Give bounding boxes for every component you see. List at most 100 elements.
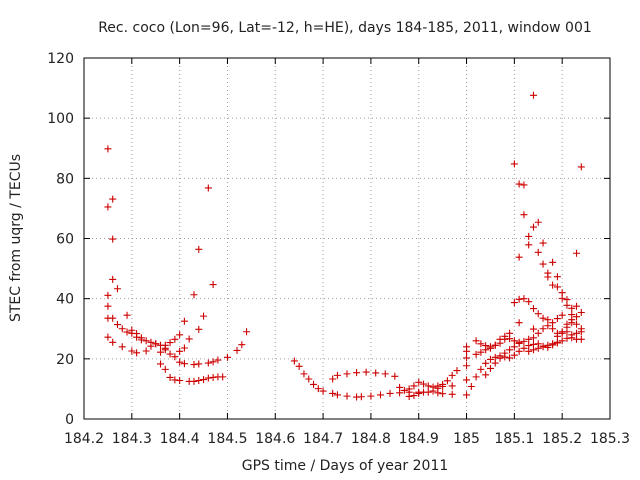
data-point bbox=[123, 311, 131, 319]
data-point bbox=[118, 343, 126, 351]
data-point bbox=[453, 367, 461, 375]
data-point bbox=[176, 347, 184, 355]
data-point bbox=[515, 295, 523, 303]
data-point bbox=[558, 311, 566, 319]
data-point bbox=[539, 343, 547, 351]
data-point bbox=[472, 350, 480, 358]
data-point bbox=[549, 340, 557, 348]
data-point bbox=[491, 359, 499, 367]
data-point bbox=[510, 343, 518, 351]
data-point bbox=[510, 337, 518, 345]
x-tick-label: 184.6 bbox=[255, 431, 295, 447]
data-point bbox=[515, 253, 523, 261]
data-point bbox=[577, 335, 585, 343]
data-point bbox=[549, 319, 557, 327]
data-point bbox=[109, 314, 117, 322]
data-point bbox=[190, 377, 198, 385]
data-point bbox=[104, 203, 112, 211]
data-point bbox=[515, 319, 523, 327]
data-point bbox=[486, 355, 494, 363]
data-point bbox=[180, 344, 188, 352]
y-tick-label: 20 bbox=[56, 352, 74, 368]
data-point bbox=[529, 223, 537, 231]
data-point bbox=[549, 325, 557, 333]
data-point bbox=[510, 160, 518, 168]
plot-frame bbox=[83, 57, 611, 420]
data-point bbox=[185, 335, 193, 343]
data-point bbox=[558, 294, 566, 302]
data-points bbox=[104, 91, 585, 401]
y-tick-label: 40 bbox=[56, 292, 74, 308]
data-point bbox=[209, 358, 217, 366]
data-point bbox=[506, 329, 514, 337]
data-point bbox=[558, 329, 566, 337]
data-point bbox=[501, 332, 509, 340]
data-point bbox=[310, 380, 318, 388]
data-point bbox=[176, 331, 184, 339]
data-point bbox=[410, 392, 418, 400]
data-point bbox=[214, 356, 222, 364]
data-point bbox=[190, 291, 198, 299]
data-point bbox=[118, 325, 126, 333]
data-point bbox=[463, 343, 471, 351]
data-point bbox=[424, 382, 432, 390]
data-point bbox=[529, 325, 537, 333]
data-point bbox=[223, 353, 231, 361]
data-point bbox=[295, 362, 303, 370]
data-point bbox=[573, 320, 581, 328]
data-point bbox=[573, 302, 581, 310]
data-point bbox=[496, 335, 504, 343]
data-point bbox=[506, 346, 514, 354]
x-tick-label: 184.5 bbox=[207, 431, 247, 447]
data-point bbox=[195, 376, 203, 384]
data-point bbox=[568, 304, 576, 312]
data-point bbox=[439, 380, 447, 388]
data-point bbox=[113, 321, 121, 329]
data-point bbox=[463, 376, 471, 384]
data-point bbox=[171, 335, 179, 343]
data-point bbox=[333, 391, 341, 399]
data-point bbox=[534, 310, 542, 318]
data-point bbox=[200, 312, 208, 320]
data-point bbox=[534, 344, 542, 352]
data-point bbox=[142, 347, 150, 355]
data-point bbox=[180, 317, 188, 325]
x-tick-label: 184.2 bbox=[64, 431, 104, 447]
data-point bbox=[204, 374, 212, 382]
data-point bbox=[195, 245, 203, 253]
data-point bbox=[142, 337, 150, 345]
data-point bbox=[448, 382, 456, 390]
data-point bbox=[525, 232, 533, 240]
x-tick-label: 185.1 bbox=[494, 431, 534, 447]
data-point bbox=[463, 391, 471, 399]
data-point bbox=[534, 218, 542, 226]
y-tick-label: 80 bbox=[56, 171, 74, 187]
data-point bbox=[491, 341, 499, 349]
data-point bbox=[104, 302, 112, 310]
x-tick-label: 185.3 bbox=[590, 431, 630, 447]
data-point bbox=[400, 386, 408, 394]
data-point bbox=[515, 180, 523, 188]
data-point bbox=[515, 347, 523, 355]
data-point bbox=[405, 385, 413, 393]
data-point bbox=[109, 275, 117, 283]
data-point bbox=[573, 313, 581, 321]
data-point bbox=[357, 393, 365, 401]
y-tick-label: 60 bbox=[56, 232, 74, 248]
data-point bbox=[176, 358, 184, 366]
data-point bbox=[195, 325, 203, 333]
data-point bbox=[467, 383, 475, 391]
data-point bbox=[529, 305, 537, 313]
data-point bbox=[563, 301, 571, 309]
data-point bbox=[553, 315, 561, 323]
data-point bbox=[573, 329, 581, 337]
data-point bbox=[137, 336, 145, 344]
data-point bbox=[568, 316, 576, 324]
data-point bbox=[563, 328, 571, 336]
data-point bbox=[529, 91, 537, 99]
data-point bbox=[477, 348, 485, 356]
data-point bbox=[563, 320, 571, 328]
data-point bbox=[525, 298, 533, 306]
data-point bbox=[553, 332, 561, 340]
